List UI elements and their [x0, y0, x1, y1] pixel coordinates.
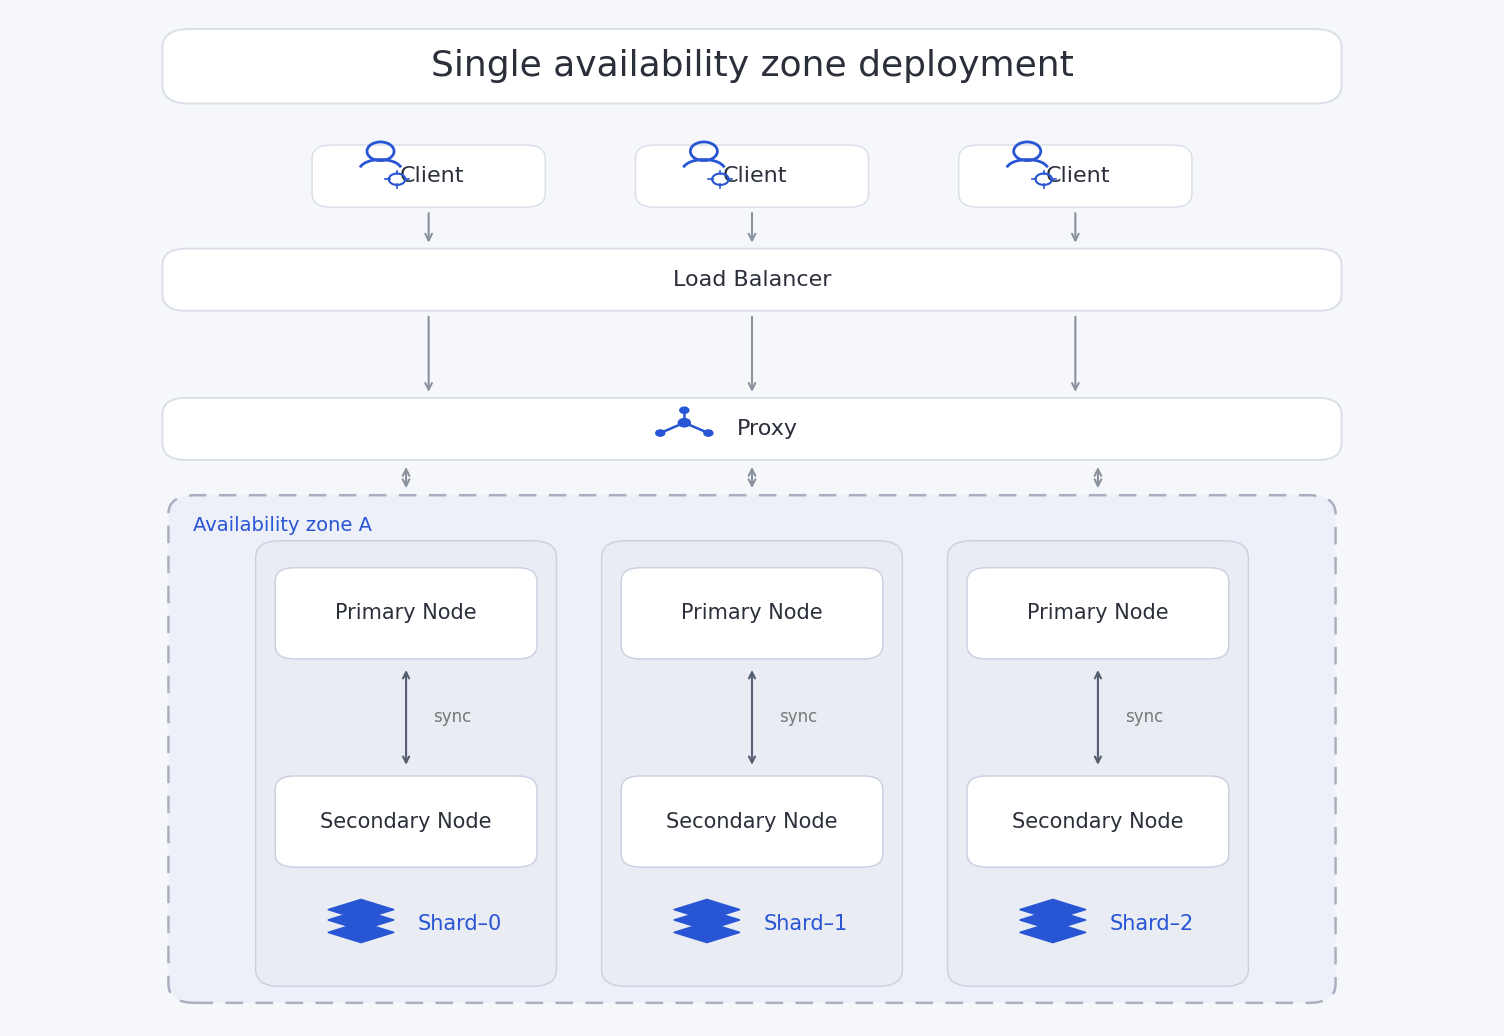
FancyBboxPatch shape — [602, 541, 902, 986]
FancyBboxPatch shape — [621, 776, 883, 867]
Text: Secondary Node: Secondary Node — [320, 811, 492, 832]
Circle shape — [704, 430, 713, 436]
Text: sync: sync — [1125, 709, 1163, 726]
Text: Shard–0: Shard–0 — [418, 914, 502, 934]
Text: Single availability zone deployment: Single availability zone deployment — [430, 50, 1074, 83]
Text: Primary Node: Primary Node — [335, 603, 477, 624]
FancyBboxPatch shape — [948, 541, 1248, 986]
Text: Client: Client — [400, 166, 463, 186]
FancyBboxPatch shape — [256, 541, 556, 986]
Polygon shape — [1020, 922, 1086, 943]
FancyBboxPatch shape — [162, 249, 1342, 311]
FancyBboxPatch shape — [635, 145, 869, 207]
FancyBboxPatch shape — [275, 776, 537, 867]
Text: Primary Node: Primary Node — [1027, 603, 1169, 624]
Text: Proxy: Proxy — [737, 419, 797, 439]
Text: Shard–1: Shard–1 — [764, 914, 848, 934]
Text: Load Balancer: Load Balancer — [672, 269, 832, 290]
FancyBboxPatch shape — [275, 568, 537, 659]
FancyBboxPatch shape — [967, 776, 1229, 867]
FancyBboxPatch shape — [162, 29, 1342, 104]
FancyBboxPatch shape — [311, 145, 544, 207]
Polygon shape — [674, 910, 740, 930]
Text: Secondary Node: Secondary Node — [666, 811, 838, 832]
FancyBboxPatch shape — [168, 495, 1336, 1003]
Circle shape — [678, 419, 690, 427]
Polygon shape — [328, 922, 394, 943]
Polygon shape — [1020, 899, 1086, 920]
Text: Secondary Node: Secondary Node — [1012, 811, 1184, 832]
Polygon shape — [674, 922, 740, 943]
FancyBboxPatch shape — [960, 145, 1191, 207]
Text: sync: sync — [433, 709, 471, 726]
Text: sync: sync — [779, 709, 817, 726]
Polygon shape — [328, 899, 394, 920]
Circle shape — [680, 407, 689, 413]
Text: Client: Client — [1047, 166, 1110, 186]
Polygon shape — [674, 899, 740, 920]
Polygon shape — [328, 910, 394, 930]
Text: Shard–2: Shard–2 — [1110, 914, 1194, 934]
FancyBboxPatch shape — [967, 568, 1229, 659]
Polygon shape — [1020, 910, 1086, 930]
Text: Availability zone A: Availability zone A — [193, 516, 371, 535]
Text: Client: Client — [723, 166, 787, 186]
FancyBboxPatch shape — [621, 568, 883, 659]
Text: Primary Node: Primary Node — [681, 603, 823, 624]
Circle shape — [656, 430, 665, 436]
FancyBboxPatch shape — [162, 398, 1342, 460]
